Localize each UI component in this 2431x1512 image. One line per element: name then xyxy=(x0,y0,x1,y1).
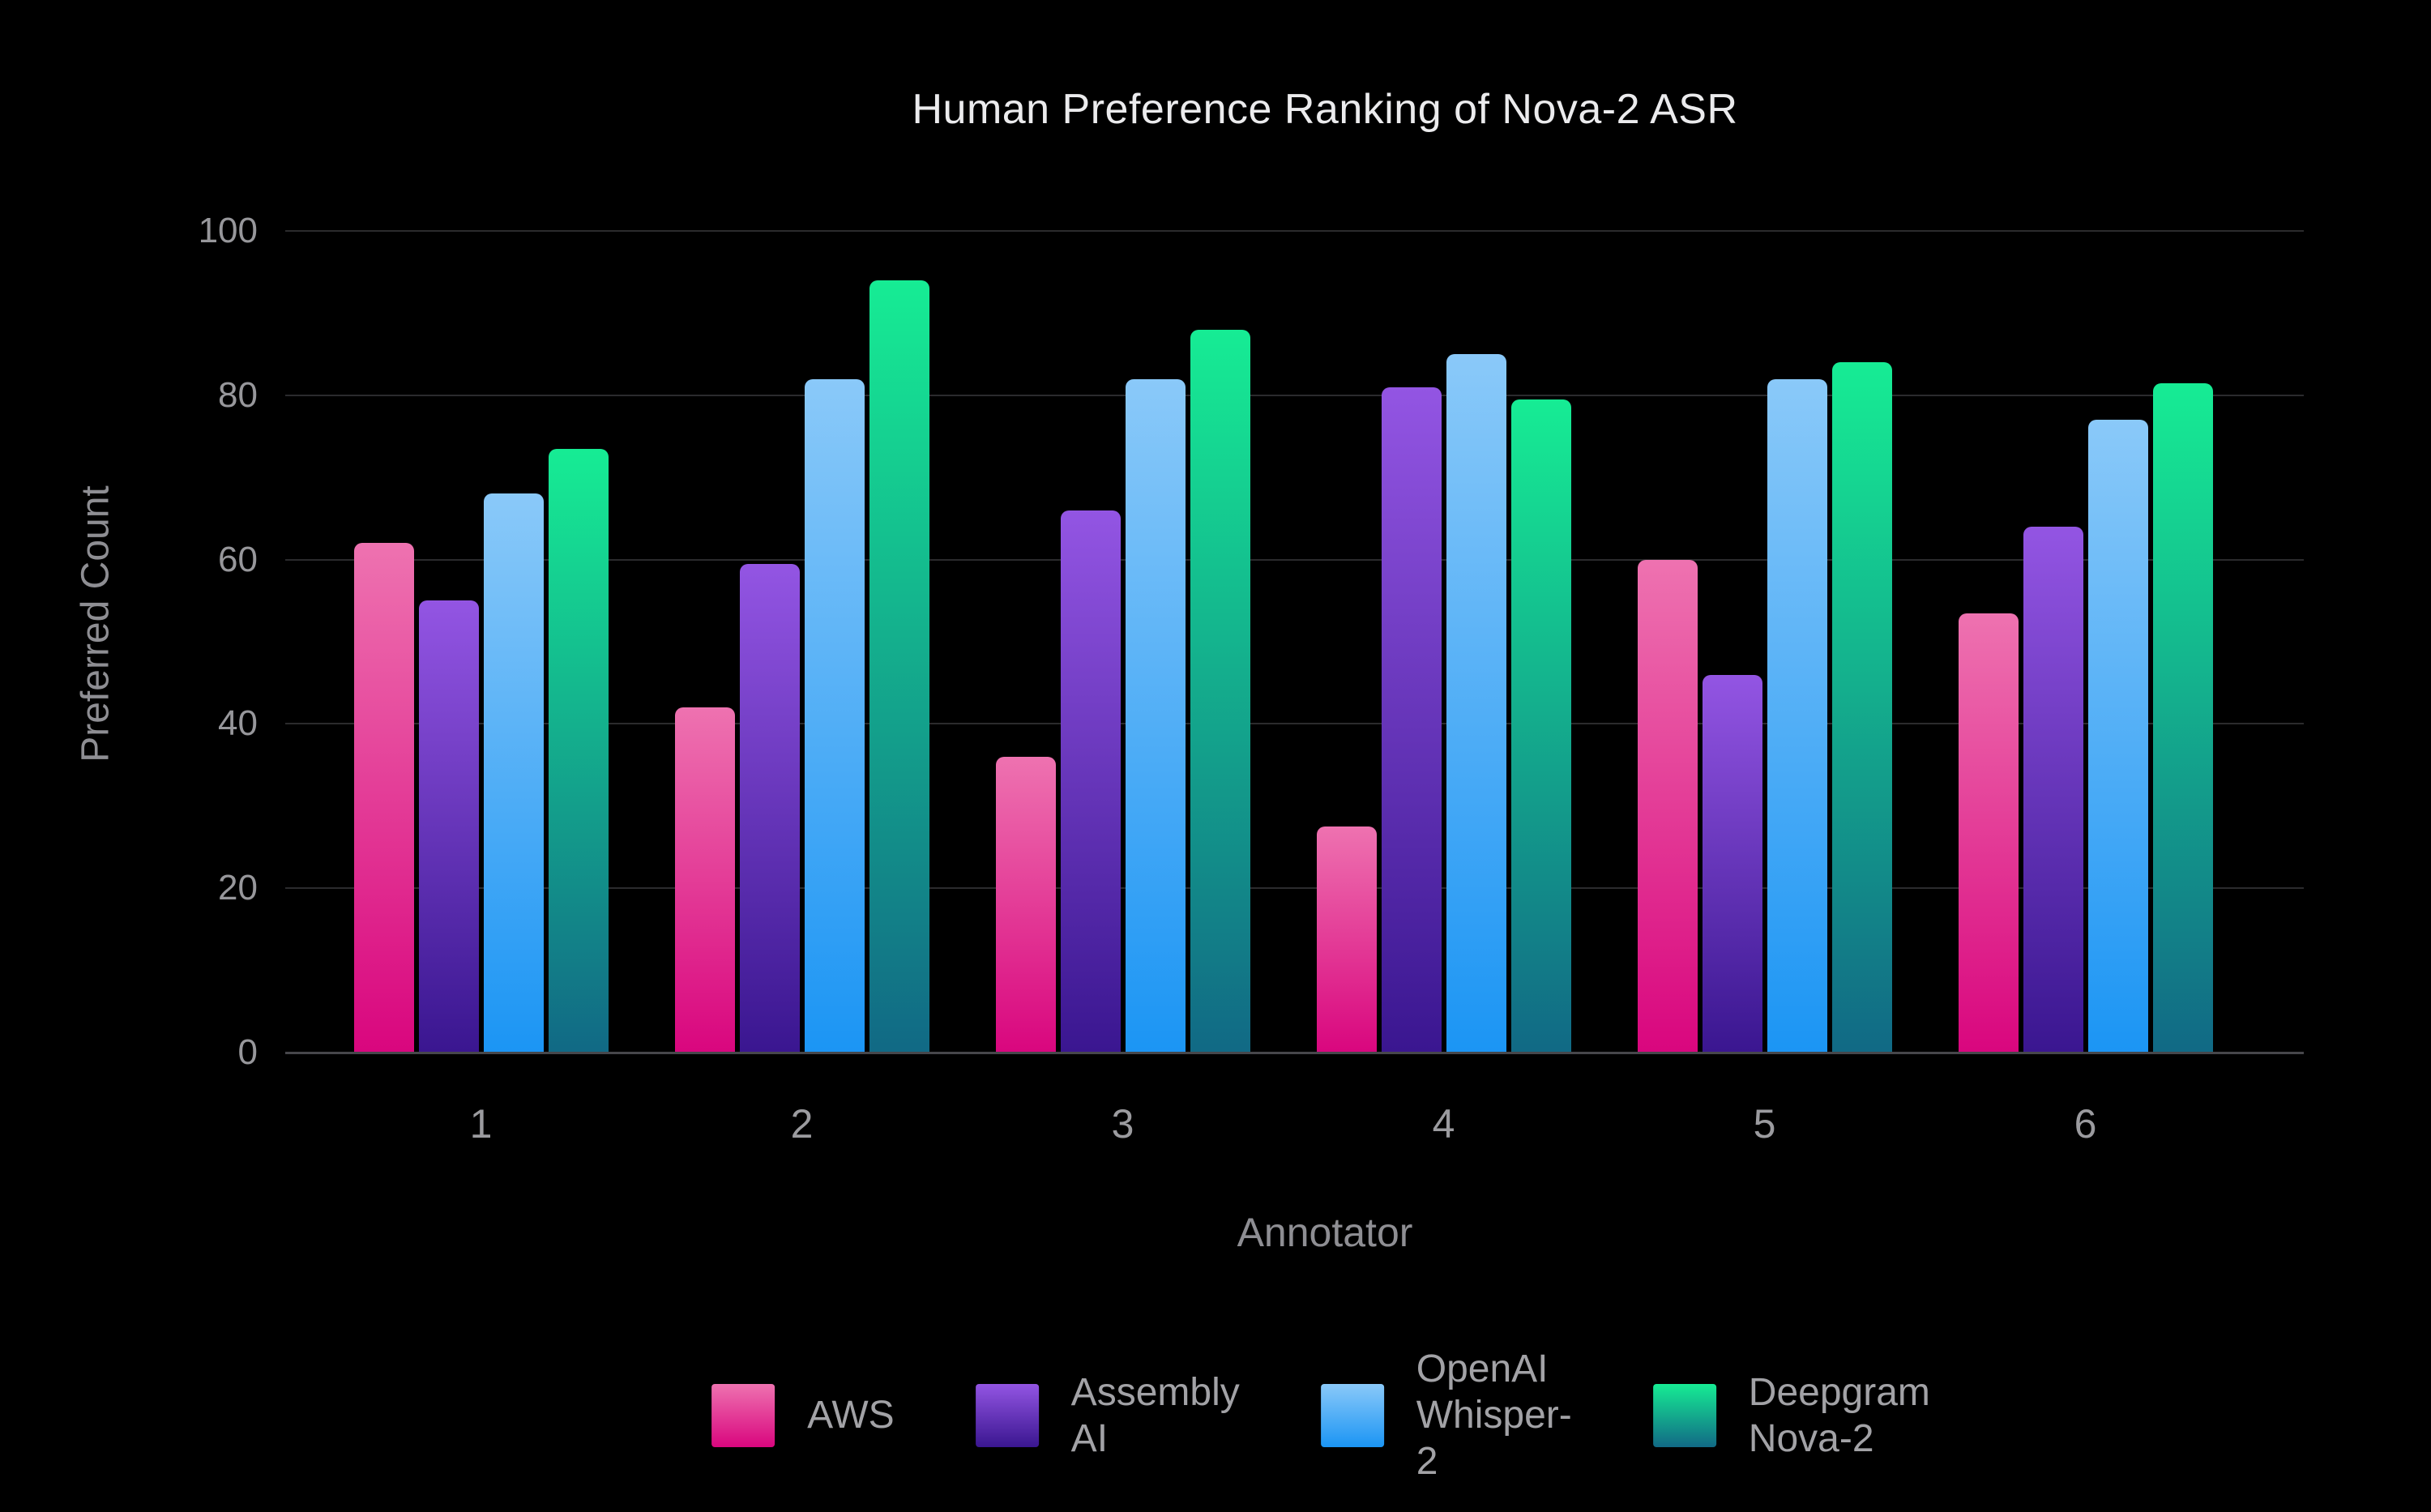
bar-openai-whisper-2-annotator-5 xyxy=(1767,378,1827,1053)
legend: AWS Assembly AI OpenAI Whisper-2 Deepgram Nov… xyxy=(711,1346,1930,1484)
y-tick-label-40: 40 xyxy=(218,703,258,744)
bar-deepgram-nova-2-annotator-6 xyxy=(2152,382,2213,1053)
legend-swatch-aws xyxy=(711,1383,775,1447)
y-tick-label-0: 0 xyxy=(237,1032,258,1072)
bar-openai-whisper-2-annotator-3 xyxy=(1125,378,1186,1053)
gridline-60 xyxy=(285,558,2304,561)
bar-openai-whisper-2-annotator-1 xyxy=(483,493,544,1053)
bar-deepgram-nova-2-annotator-5 xyxy=(1831,362,1892,1053)
legend-label-aws: AWS xyxy=(807,1394,895,1437)
chart-title: Human Preference Ranking of Nova-2 ASR xyxy=(912,86,1738,133)
legend-swatch-openai-whisper-2 xyxy=(1320,1383,1384,1447)
bar-aws-annotator-5 xyxy=(1637,559,1698,1053)
gridline-40 xyxy=(285,723,2304,725)
bar-assembly-ai-annotator-6 xyxy=(2023,527,2083,1053)
x-axis-line xyxy=(285,1052,2304,1054)
y-tick-label-100: 100 xyxy=(198,211,258,250)
plot-area xyxy=(285,230,2304,1054)
legend-swatch-assembly-ai xyxy=(975,1383,1039,1447)
bar-aws-annotator-6 xyxy=(1958,613,2019,1053)
x-tick-label-1: 1 xyxy=(469,1101,493,1147)
x-tick-label-5: 5 xyxy=(1753,1101,1776,1147)
legend-label-deepgram-nova-2: Deepgram Nova-2 xyxy=(1748,1370,1930,1460)
gridline-20 xyxy=(285,887,2304,890)
legend-item-assembly-ai: Assembly AI xyxy=(975,1369,1240,1462)
bar-assembly-ai-annotator-1 xyxy=(418,600,479,1053)
x-tick-label-6: 6 xyxy=(2074,1101,2097,1147)
legend-item-deepgram-nova-2: Deepgram Nova-2 xyxy=(1652,1369,1930,1462)
x-tick-label-2: 2 xyxy=(790,1101,814,1147)
gridline-100 xyxy=(285,230,2304,232)
y-tick-label-60: 60 xyxy=(218,539,258,579)
bar-deepgram-nova-2-annotator-3 xyxy=(1190,329,1250,1053)
bar-assembly-ai-annotator-4 xyxy=(1381,387,1442,1053)
x-tick-label-4: 4 xyxy=(1432,1101,1455,1147)
legend-swatch-deepgram-nova-2 xyxy=(1652,1383,1716,1447)
legend-label-openai-whisper-2: OpenAI Whisper-2 xyxy=(1416,1348,1572,1483)
bar-openai-whisper-2-annotator-4 xyxy=(1446,354,1506,1053)
x-axis-title: Annotator xyxy=(1237,1210,1413,1255)
bar-aws-annotator-2 xyxy=(674,707,735,1053)
bar-assembly-ai-annotator-2 xyxy=(739,563,800,1053)
legend-item-aws: AWS xyxy=(711,1383,895,1447)
bar-assembly-ai-annotator-5 xyxy=(1702,674,1762,1053)
bar-openai-whisper-2-annotator-2 xyxy=(804,378,865,1053)
bar-deepgram-nova-2-annotator-4 xyxy=(1510,399,1571,1053)
bar-openai-whisper-2-annotator-6 xyxy=(2087,420,2148,1053)
bar-aws-annotator-1 xyxy=(353,543,414,1053)
legend-label-assembly-ai: Assembly AI xyxy=(1070,1370,1240,1460)
legend-item-openai-whisper-2: OpenAI Whisper-2 xyxy=(1320,1346,1572,1484)
x-tick-label-3: 3 xyxy=(1111,1101,1134,1147)
y-tick-label-80: 80 xyxy=(218,374,258,415)
bar-aws-annotator-4 xyxy=(1316,826,1377,1053)
bar-deepgram-nova-2-annotator-1 xyxy=(548,448,609,1053)
bar-deepgram-nova-2-annotator-2 xyxy=(869,280,929,1053)
bar-aws-annotator-3 xyxy=(995,756,1056,1053)
bar-assembly-ai-annotator-3 xyxy=(1060,510,1121,1053)
gridline-80 xyxy=(285,394,2304,396)
y-tick-label-20: 20 xyxy=(218,868,258,908)
